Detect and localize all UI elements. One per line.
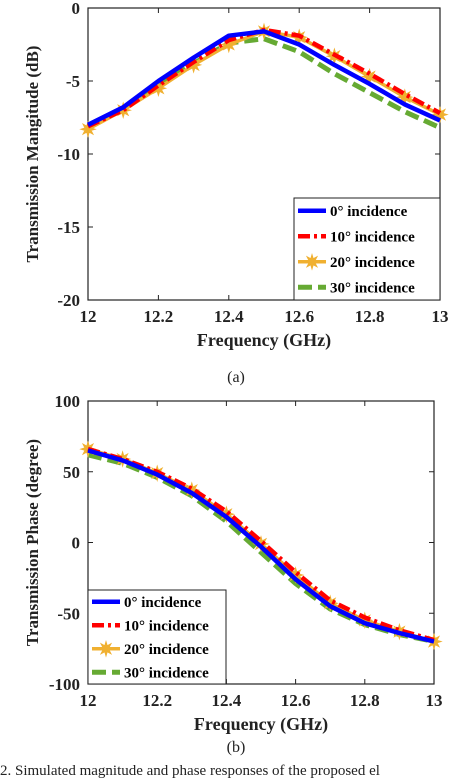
- y-axis-label: Transmission Mangitude (dB): [23, 46, 42, 263]
- subcaption-b: (b): [227, 739, 246, 756]
- x-axis-label: Frequency (GHz): [197, 330, 331, 351]
- x-tick-label: 12.6: [284, 307, 314, 326]
- phase-chart: 12 12.2 12.4 12.6 12.8 13 100 50 0 -50 -100 Frequen…: [23, 392, 443, 735]
- legend: 0° incidence 10° incidence 20° incidence 30…: [87, 589, 227, 685]
- y-tick-label: 50: [63, 463, 80, 482]
- x-tick-label: 12.8: [350, 691, 380, 710]
- legend-marker: [97, 640, 115, 658]
- series-line-0: [86, 29, 441, 127]
- legend-label-1: 10° incidence: [124, 618, 209, 634]
- x-tick-label: 12: [80, 691, 97, 710]
- series-line-1: [87, 446, 435, 643]
- legend-label-3: 30° incidence: [124, 665, 209, 681]
- legend-box: [87, 589, 227, 685]
- y-tick-label: -5: [66, 72, 80, 91]
- legend-label-3: 30° incidence: [330, 280, 415, 296]
- y-tick-label: -15: [57, 218, 80, 237]
- y-tick-label: -50: [57, 604, 80, 623]
- magnitude-chart: 12 12.2 12.4 12.6 12.8 13 0 -5 -10 -15 -20 Frequenc…: [23, 0, 449, 351]
- y-tick-label: -20: [57, 291, 80, 310]
- x-tick-label: 12.4: [212, 691, 242, 710]
- y-tick-label: 100: [55, 392, 81, 411]
- legend-label-1: 10° incidence: [330, 229, 415, 245]
- y-tick-label: -100: [49, 675, 80, 694]
- x-tick-label: 12.2: [142, 691, 172, 710]
- legend-label-2: 20° incidence: [330, 255, 415, 271]
- x-tick-label: 12.2: [144, 307, 174, 326]
- legend-marker: [303, 253, 321, 271]
- y-axis-label: Transmission Phase (degree): [23, 439, 42, 646]
- y-tick-label: 0: [72, 534, 81, 553]
- legend-label-0: 0° incidence: [124, 595, 202, 611]
- legend-box: [293, 197, 441, 301]
- x-tick-label: 13: [426, 691, 443, 710]
- y-tick-label: 0: [72, 0, 81, 18]
- legend-label-0: 0° incidence: [330, 204, 408, 220]
- figure-caption: 2. Simulated magnitude and phase respons…: [0, 763, 380, 779]
- series-line-0: [87, 448, 435, 644]
- x-tick-label: 12.8: [355, 307, 385, 326]
- x-tick-label: 13: [432, 307, 449, 326]
- x-tick-label: 12.6: [281, 691, 311, 710]
- legend-label-2: 20° incidence: [124, 642, 209, 658]
- x-axis-label: Frequency (GHz): [194, 714, 328, 735]
- legend: 0° incidence 10° incidence 20° incidence 30…: [293, 197, 441, 301]
- x-tick-label: 12: [80, 307, 97, 326]
- subcaption-a: (a): [227, 369, 245, 386]
- y-tick-label: -10: [57, 145, 80, 164]
- x-tick-label: 12.4: [214, 307, 244, 326]
